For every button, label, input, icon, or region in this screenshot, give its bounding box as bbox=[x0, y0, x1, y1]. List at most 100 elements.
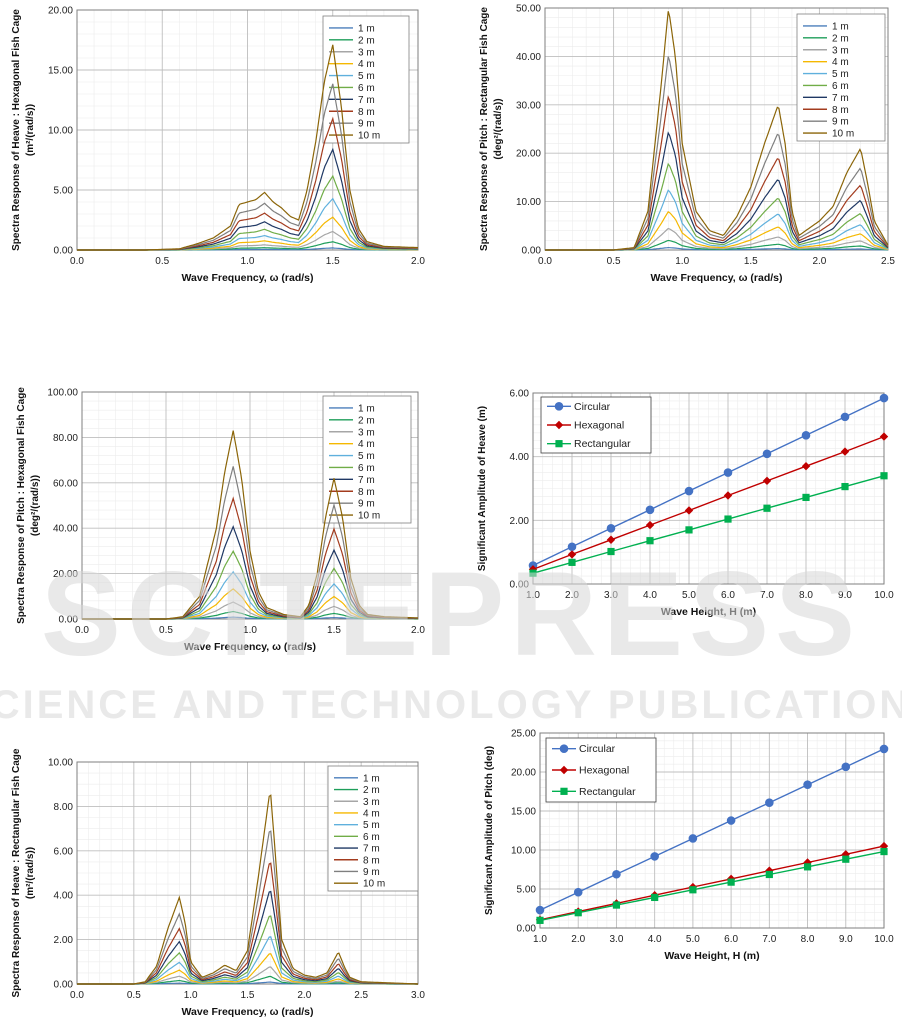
x-tick-label: 5.0 bbox=[686, 934, 700, 945]
data-point-circular bbox=[803, 780, 812, 790]
legend-marker bbox=[555, 440, 563, 448]
data-point-rectangular bbox=[727, 878, 735, 886]
x-tick-label: 3.0 bbox=[411, 990, 425, 1001]
data-point-circular bbox=[840, 412, 850, 422]
data-point-circular bbox=[535, 905, 545, 915]
y-tick-label: 10.00 bbox=[48, 126, 73, 137]
y-tick-label: 6.00 bbox=[54, 846, 74, 857]
legend-entry: Rectangular bbox=[579, 786, 636, 798]
chart-p4: 1.0 2.0 3.0 4.0 5.0 6.0 7.0 8.0 9.0 10.0 0.00 2.00 4… bbox=[477, 389, 894, 619]
legend-entry: 8 m bbox=[363, 855, 380, 866]
data-point-hexagonal bbox=[567, 550, 577, 559]
series-line-10m bbox=[82, 430, 419, 620]
data-point-rectangular bbox=[763, 504, 771, 512]
x-tick-label: 0.5 bbox=[127, 990, 141, 1001]
data-point-circular bbox=[765, 798, 774, 807]
y-tick-label: 15.00 bbox=[511, 807, 536, 818]
x-tick-label: 0.5 bbox=[159, 625, 173, 636]
y-tick-label: 40.00 bbox=[53, 524, 78, 535]
data-point-circular bbox=[606, 523, 616, 533]
x-tick-label: 0.0 bbox=[70, 990, 84, 1001]
data-point-circular bbox=[684, 486, 694, 496]
legend: Circular Hexagonal Rectangular bbox=[545, 737, 657, 803]
legend-entry: 3 m bbox=[358, 427, 375, 438]
y-tick-label: 10.00 bbox=[511, 846, 536, 857]
data-point-rectangular bbox=[612, 901, 621, 909]
x-tick-label: 9.0 bbox=[839, 934, 853, 945]
legend-marker bbox=[554, 420, 564, 430]
legend-entry: 7 m bbox=[358, 475, 375, 486]
data-point-circular bbox=[841, 762, 851, 772]
y-tick-label: 30.00 bbox=[516, 100, 541, 111]
legend-marker bbox=[560, 787, 568, 795]
x-tick-label: 0.0 bbox=[75, 625, 89, 636]
legend-entry: 5 m bbox=[358, 451, 375, 462]
y-tick-label: 8.00 bbox=[54, 802, 74, 813]
y-tick-label: 20.00 bbox=[511, 768, 536, 779]
data-point-circular bbox=[723, 468, 733, 477]
data-point-rectangular bbox=[803, 863, 812, 871]
chart-p2: 0.0 0.5 1.0 1.5 2.0 2.5 0.00 10.00 20.00 30.00 40.… bbox=[479, 4, 895, 285]
legend-marker bbox=[554, 402, 564, 411]
legend-entry: Circular bbox=[574, 401, 611, 413]
x-tick-label: 1.0 bbox=[184, 990, 198, 1001]
data-point-rectangular bbox=[880, 847, 888, 856]
legend: 1 m2 m3 m4 m5 m6 m7 m8 m9 m10 m bbox=[327, 765, 419, 892]
x-tick-label: 8.0 bbox=[801, 934, 815, 945]
legend-entry: 5 m bbox=[832, 69, 849, 80]
plot-frame bbox=[539, 732, 885, 929]
legend-entry: 4 m bbox=[363, 808, 380, 819]
y-tick-label: 40.00 bbox=[516, 52, 541, 63]
x-tick-label: 10.0 bbox=[874, 590, 894, 601]
legend-entry: 6 m bbox=[358, 83, 375, 94]
data-point-rectangular bbox=[842, 855, 850, 863]
data-point-circular bbox=[650, 852, 659, 861]
series-line-10m bbox=[545, 11, 889, 251]
x-tick-label: 2.5 bbox=[354, 990, 368, 1001]
data-point-circular bbox=[645, 505, 655, 515]
legend-entry: 2 m bbox=[363, 785, 380, 796]
data-point-rectangular bbox=[880, 472, 888, 480]
data-point-rectangular bbox=[765, 870, 773, 879]
chart-p5: 0.0 0.5 1.0 1.5 2.0 2.5 3.0 0.00 2.00 4.00 6.00 8.0… bbox=[11, 748, 425, 1018]
series-line-circular bbox=[539, 748, 885, 911]
legend-entry: 8 m bbox=[832, 105, 849, 116]
series-line-10m bbox=[77, 44, 419, 251]
data-point-rectangular bbox=[841, 482, 849, 491]
series-line-rectangular bbox=[539, 850, 885, 922]
data-point-rectangular bbox=[574, 909, 582, 917]
y-axis-title: Significant Amplitude of Pitch (deg) bbox=[484, 746, 495, 915]
legend-entry: 2 m bbox=[358, 415, 375, 426]
legend-entry: 7 m bbox=[358, 95, 375, 106]
legend-entry: 4 m bbox=[358, 59, 375, 70]
chart-p3: 0.0 0.5 1.0 1.5 2.0 0.00 20.00 40.00 60.00 80.00 1… bbox=[16, 387, 425, 653]
data-point-circular bbox=[879, 744, 889, 754]
y-tick-label: 0.00 bbox=[54, 980, 74, 991]
watermark-big-text: SCITEPRESS bbox=[41, 547, 861, 681]
legend-entry: 1 m bbox=[358, 403, 375, 414]
legend-marker bbox=[559, 765, 569, 775]
x-axis-title: Wave Frequency, ω (rad/s) bbox=[182, 272, 314, 284]
x-tick-label: 0.0 bbox=[538, 256, 552, 267]
y-tick-label: 20.00 bbox=[53, 569, 78, 580]
watermark: SCITEPRESS SCIENCE AND TECHNOLOGY PUBLIC… bbox=[0, 547, 902, 727]
x-tick-label: 2.0 bbox=[297, 990, 311, 1001]
x-tick-label: 8.0 bbox=[799, 590, 813, 601]
y-tick-label: 80.00 bbox=[53, 433, 78, 444]
legend-entry: 3 m bbox=[832, 45, 849, 56]
legend-entry: 9 m bbox=[363, 867, 380, 878]
legend: Circular Hexagonal Rectangular bbox=[540, 396, 652, 454]
x-tick-label: 1.0 bbox=[675, 256, 689, 267]
series-line-circular bbox=[532, 397, 885, 567]
x-tick-label: 0.0 bbox=[70, 256, 84, 267]
data-point-rectangular bbox=[802, 493, 810, 502]
legend-entry: 10 m bbox=[363, 879, 385, 890]
legend-entry: 5 m bbox=[363, 820, 380, 831]
legend-entry: 1 m bbox=[832, 21, 849, 32]
data-point-rectangular bbox=[685, 526, 693, 534]
x-tick-label: 1.0 bbox=[243, 625, 257, 636]
x-tick-label: 1.5 bbox=[327, 625, 341, 636]
legend-entry: 6 m bbox=[358, 463, 375, 474]
data-point-circular bbox=[612, 869, 621, 879]
